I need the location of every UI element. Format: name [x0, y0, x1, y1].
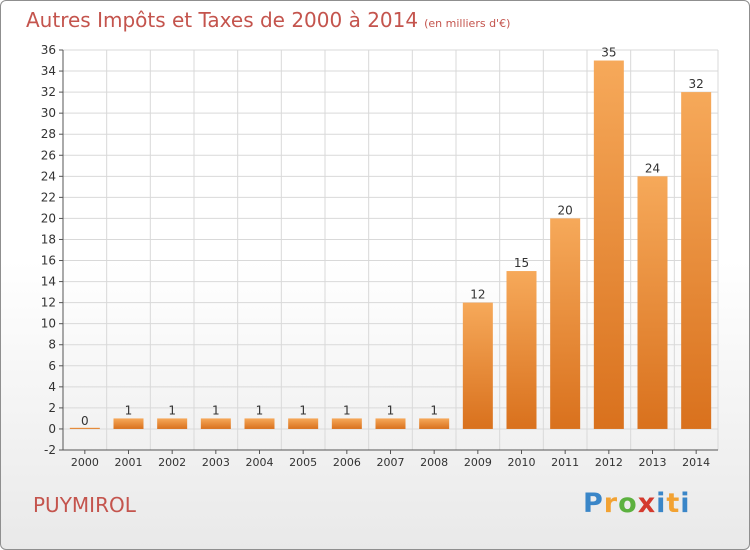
town-name: PUYMIROL: [33, 493, 136, 517]
y-tick-label: 4: [48, 380, 56, 394]
data-label: 1: [299, 403, 307, 417]
data-label: 35: [601, 46, 616, 60]
x-tick-label: 2002: [158, 456, 186, 469]
x-tick-label: 2010: [508, 456, 536, 469]
bar: [331, 418, 362, 429]
bar: [69, 427, 100, 429]
x-tick-label: 2014: [682, 456, 710, 469]
x-tick-label: 2011: [551, 456, 579, 469]
data-label: 0: [81, 414, 89, 428]
x-tick-label: 2001: [115, 456, 143, 469]
bar: [419, 418, 450, 429]
y-tick-label: 0: [48, 422, 56, 436]
x-tick-label: 2003: [202, 456, 230, 469]
chart-subtitle: (en milliers d'€): [424, 17, 511, 30]
x-tick-label: 2004: [246, 456, 274, 469]
x-tick-label: 2013: [639, 456, 667, 469]
x-tick-label: 2007: [377, 456, 405, 469]
y-tick-label: 8: [48, 338, 56, 352]
bar: [506, 271, 537, 429]
data-label: 1: [430, 403, 438, 417]
y-tick-label: 2: [48, 401, 56, 415]
bar: [637, 176, 668, 429]
proxiti-logo: Proxiti: [583, 488, 691, 519]
y-tick-label: 16: [41, 254, 56, 268]
data-label: 1: [343, 403, 351, 417]
x-tick-label: 2009: [464, 456, 492, 469]
x-tick-label: 2000: [71, 456, 99, 469]
bar: [244, 418, 275, 429]
y-tick-label: 6: [48, 359, 56, 373]
bar: [550, 218, 581, 429]
y-tick-label: 14: [41, 275, 56, 289]
bar: [200, 418, 231, 429]
y-tick-label: -2: [44, 443, 56, 457]
y-tick-label: 22: [41, 190, 56, 204]
data-label: 32: [689, 77, 704, 91]
y-tick-label: 12: [41, 296, 56, 310]
y-tick-label: 28: [41, 127, 56, 141]
x-tick-label: 2005: [289, 456, 317, 469]
bar: [375, 418, 406, 429]
data-label: 24: [645, 161, 660, 175]
data-label: 1: [387, 403, 395, 417]
y-tick-label: 26: [41, 148, 56, 162]
data-label: 1: [256, 403, 264, 417]
y-tick-label: 10: [41, 317, 56, 331]
bar: [113, 418, 144, 429]
y-tick-label: 34: [41, 64, 56, 78]
bar: [288, 418, 319, 429]
bar: [157, 418, 188, 429]
y-tick-label: 32: [41, 85, 56, 99]
y-tick-label: 30: [41, 106, 56, 120]
x-tick-label: 2012: [595, 456, 623, 469]
data-label: 12: [470, 288, 485, 302]
chart-title-text: Autres Impôts et Taxes de 2000 à 2014: [26, 8, 419, 32]
data-label: 20: [558, 203, 573, 217]
chart-title: Autres Impôts et Taxes de 2000 à 2014 (en…: [26, 8, 510, 32]
data-label: 1: [125, 403, 133, 417]
y-tick-label: 20: [41, 211, 56, 225]
x-tick-label: 2006: [333, 456, 361, 469]
y-tick-label: 36: [41, 43, 56, 57]
bar: [462, 302, 493, 429]
y-tick-label: 24: [41, 169, 56, 183]
bar: [681, 92, 712, 429]
y-tick-label: 18: [41, 232, 56, 246]
data-label: 1: [168, 403, 176, 417]
data-label: 15: [514, 256, 529, 270]
bar: [593, 60, 624, 429]
data-label: 1: [212, 403, 220, 417]
x-tick-label: 2008: [420, 456, 448, 469]
